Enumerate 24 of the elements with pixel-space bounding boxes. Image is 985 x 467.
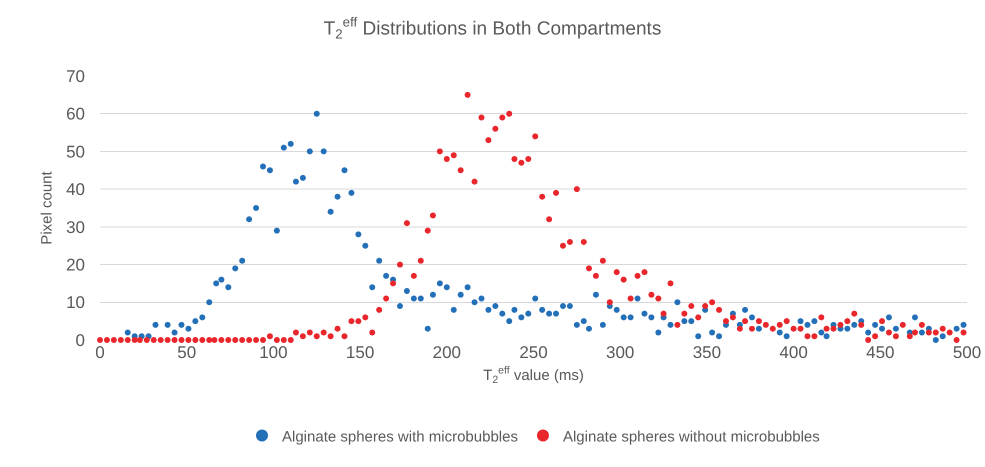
y-tick-label: 20 [66, 256, 85, 275]
x-tick-label: 500 [952, 343, 982, 362]
x-tick-label: 300 [606, 343, 634, 362]
x-tick-label: 350 [692, 343, 722, 362]
y-tick-label: 0 [76, 330, 85, 350]
y-tick-label: 10 [66, 293, 85, 312]
chart-title: T$_{2}$$^{eff}$ Distributions in Both Compartments [324, 14, 662, 42]
legend-label: Alginate spheres without microbubbles [562, 428, 820, 446]
x-tick-label: 200 [432, 343, 461, 362]
y-tick-label: 70 [66, 66, 85, 86]
x-tick-label: 150 [346, 343, 374, 362]
x-tick-label: 0 [95, 343, 105, 362]
x-tick-label: 450 [866, 343, 894, 362]
y-axis-title: Pixel count [38, 170, 56, 245]
x-axis-title: T$_{2}$$^{eff}$ value (ms) [483, 364, 584, 386]
x-tick-label: 250 [519, 343, 548, 362]
x-tick-label: 50 [177, 343, 196, 362]
y-tick-label: 50 [66, 142, 85, 162]
legend-label: Alginate spheres with microbubbles [282, 428, 518, 446]
y-tick-label: 30 [66, 218, 85, 237]
x-tick-label: 100 [259, 343, 288, 362]
x-tick-label: 400 [779, 343, 808, 362]
y-tick-label: 40 [66, 180, 85, 200]
y-tick-label: 60 [66, 104, 85, 124]
